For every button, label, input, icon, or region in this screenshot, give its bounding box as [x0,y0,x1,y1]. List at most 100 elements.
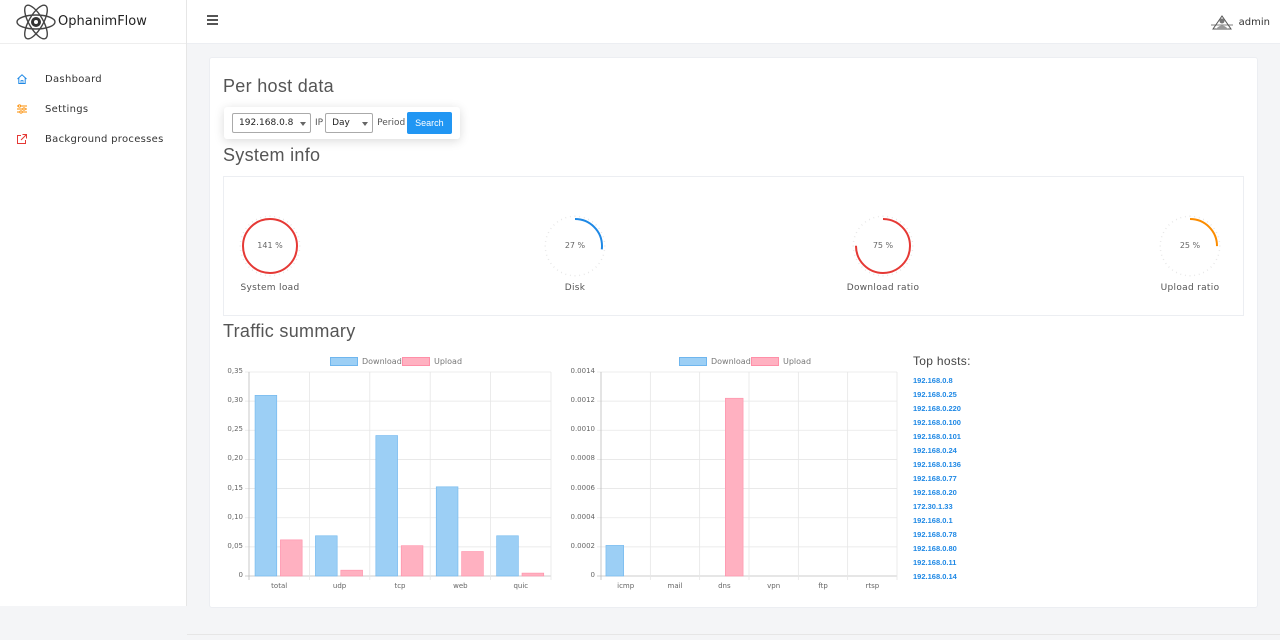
gauge-tick [550,262,552,265]
period-select-value: Day [332,118,350,128]
top-host-link[interactable]: 172.30.1.33 [913,502,953,511]
gauge-tick [1202,218,1205,221]
gauge-arc [547,218,603,274]
gauge-value: 75 % [872,241,894,250]
y-tick-label: 0.0012 [570,396,596,405]
sidebar-item-label: Dashboard [45,73,102,85]
username: admin [1238,16,1270,28]
gauge-tick [1175,271,1178,274]
user-menu[interactable]: admin [1210,13,1270,31]
gauge-label: System load [240,283,300,293]
top-host-link[interactable]: 192.168.0.24 [913,446,957,455]
gauge-tick [1175,218,1178,221]
sidebar-item-settings[interactable]: Settings [0,94,186,124]
gauge-tick [1210,266,1212,268]
gauge-tick [600,231,603,234]
search-button[interactable]: Search [407,112,452,134]
y-tick-label: 0.0010 [570,425,596,434]
bar-download-tcp [375,435,398,577]
app-name: OphanimFlow [58,14,147,29]
sidebar-item-background-processes[interactable]: Background processes [0,124,186,154]
legend-label: Download [362,357,402,366]
y-tick-label: 0,10 [227,512,243,521]
top-host-link[interactable]: 192.168.0.11 [913,558,957,567]
bar-upload-quic [521,572,545,577]
chart-svg [597,371,898,580]
top-host-link[interactable]: 192.168.0.20 [913,488,957,497]
top-hosts-title: Top hosts: [913,354,971,368]
gauge-value: 141 % [257,241,283,250]
legend-item-upload[interactable]: Upload [402,357,462,366]
external-link-icon [17,134,27,144]
period-select[interactable]: Day [325,113,374,133]
top-host-link[interactable]: 192.168.0.101 [913,432,961,441]
gauge-tick [293,227,295,230]
gauge-tick [1206,221,1209,223]
gauge-tick [295,231,298,234]
x-tick-label: mail [667,582,683,590]
top-host-link[interactable]: 192.168.0.1 [913,516,953,525]
top-host-link[interactable]: 192.168.0.8 [913,376,953,385]
gauge-tick [255,218,258,221]
gauge-tick [1162,258,1165,261]
gauge-tick [290,224,292,226]
gauge-tick [242,258,245,261]
x-tick-label: vpn [767,582,781,590]
app-logo-icon [16,3,56,40]
sidebar-item-label: Settings [45,103,89,115]
gauge-tick [1213,262,1215,265]
gauge-tick [293,262,295,265]
gauge-label: Download ratio [846,283,920,293]
sidebar-item-label: Background processes [45,133,164,145]
gauge-tick [251,221,254,223]
gauge-ring [544,215,606,277]
legend-item-download[interactable]: Download [330,357,402,366]
gauge-tick [598,227,600,230]
gauge-tick [906,262,908,265]
gauge-tick [864,269,867,271]
x-tick-label: rtsp [865,582,880,590]
gauge-ring [852,215,914,277]
bar-download-icmp [605,545,624,577]
brand[interactable]: OphanimFlow [0,0,186,44]
gauge-arc [855,218,911,274]
gauge-label: Upload ratio [1160,283,1220,293]
gauge-tick [560,218,563,221]
legend-swatch [330,357,358,366]
gauge-tick [290,266,292,268]
legend-swatch [402,357,430,366]
gauge-tick [286,221,289,223]
gauge-download-ratio: 75 % Download ratio [843,215,923,293]
legend-swatch [751,357,779,366]
gauge-tick [591,221,594,223]
hamburger-icon[interactable] [207,15,218,25]
gauge-tick [282,218,285,221]
y-tick-label: 0,15 [227,483,243,492]
gauge-tick [858,227,860,230]
topbar: admin [187,0,1280,44]
ip-select[interactable]: 192.168.0.8 [232,113,311,133]
gauge-tick [1213,227,1215,230]
x-tick-label: ftp [818,582,828,590]
gauge-tick [1202,271,1205,274]
gauge-tick [245,227,247,230]
legend-item-download[interactable]: Download [679,357,751,366]
bar-download-total [254,395,278,577]
x-tick-label: quic [513,582,529,590]
top-host-link[interactable]: 192.168.0.77 [913,474,957,483]
y-tick-label: 0 [590,571,595,579]
top-host-link[interactable]: 192.168.0.78 [913,530,957,539]
top-host-link[interactable]: 192.168.0.25 [913,390,957,399]
top-host-link[interactable]: 192.168.0.14 [913,572,957,581]
top-host-link[interactable]: 192.168.0.80 [913,544,957,553]
y-tick-label: 0,25 [227,425,243,434]
chart-svg [245,371,552,580]
top-host-link[interactable]: 192.168.0.220 [913,404,961,413]
gauge-tick [895,271,898,274]
chevron-down-icon [300,122,306,126]
top-host-link[interactable]: 192.168.0.100 [913,418,961,427]
top-host-link[interactable]: 192.168.0.136 [913,460,961,469]
legend-item-upload[interactable]: Upload [751,357,811,366]
sidebar-item-dashboard[interactable]: Dashboard [0,64,186,94]
x-tick-label: dns [718,582,731,590]
